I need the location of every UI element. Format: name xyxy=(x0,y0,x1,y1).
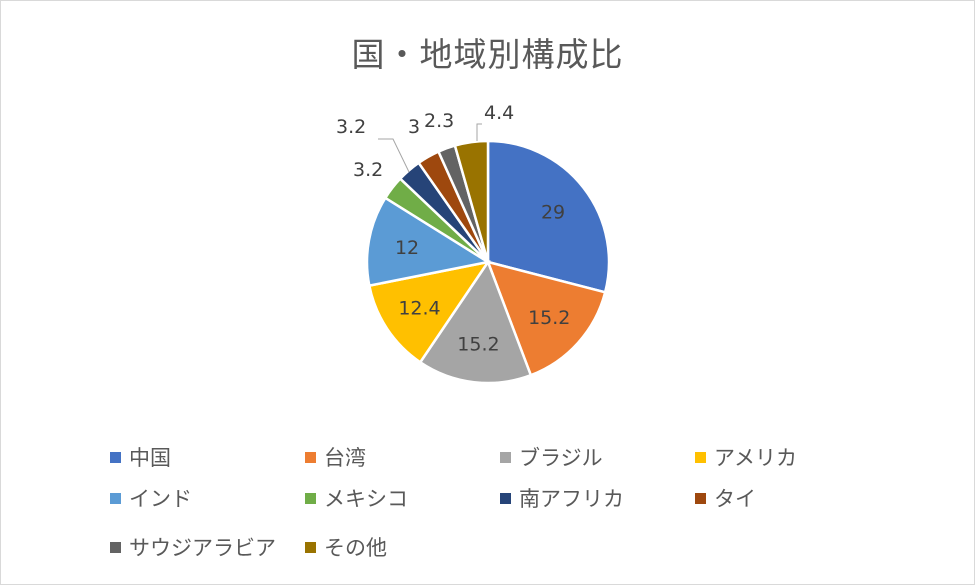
legend-label-8: サウジアラビア xyxy=(129,536,276,560)
legend-item-0: 中国 xyxy=(110,442,171,472)
slice-data-label-4: 12 xyxy=(395,237,419,259)
legend-swatch-2 xyxy=(500,451,511,463)
legend-label-3: アメリカ xyxy=(714,446,797,470)
slice-data-label-8: 2.3 xyxy=(424,110,454,132)
slice-data-label-3: 12.4 xyxy=(398,298,440,320)
legend-swatch-4 xyxy=(110,492,121,504)
slice-data-label-1: 15.2 xyxy=(528,307,570,329)
legend-swatch-3 xyxy=(695,451,706,463)
chart-title: 国・地域別構成比 xyxy=(351,35,624,74)
legend-item-1: 台湾 xyxy=(305,442,366,472)
legend-label-7: タイ xyxy=(714,487,756,511)
legend-swatch-5 xyxy=(305,492,316,504)
pie-slice-4 xyxy=(365,196,492,288)
legend-swatch-6 xyxy=(500,492,511,504)
legend-label-4: インド xyxy=(129,487,192,511)
legend-item-6: 南アフリカ xyxy=(500,483,624,513)
legend-swatch-9 xyxy=(305,541,316,553)
leader-line-6 xyxy=(378,138,410,173)
legend-label-9: その他 xyxy=(324,536,387,560)
leader-line-9 xyxy=(476,123,482,141)
slice-data-label-9: 4.4 xyxy=(484,102,514,124)
slice-data-label-7: 3 xyxy=(408,116,420,138)
legend-item-9: その他 xyxy=(305,532,387,562)
legend-swatch-7 xyxy=(695,492,706,504)
pie-slice-3 xyxy=(367,260,491,364)
legend-label-2: ブラジル xyxy=(519,446,603,470)
pie-slice-2 xyxy=(418,259,533,385)
legend-label-5: メキシコ xyxy=(324,487,408,511)
legend-item-4: インド xyxy=(110,483,192,513)
pie-slice-1 xyxy=(485,260,607,377)
legend-item-5: メキシコ xyxy=(305,483,408,513)
pie-slice-0 xyxy=(486,139,611,294)
legend-item-7: タイ xyxy=(695,483,756,513)
pie-slice-9 xyxy=(453,139,490,263)
legend-swatch-1 xyxy=(305,451,316,463)
legend-swatch-0 xyxy=(110,451,121,463)
legend-item-3: アメリカ xyxy=(695,442,797,472)
legend-item-8: サウジアラビア xyxy=(110,532,276,562)
slice-data-label-0: 29 xyxy=(541,202,565,224)
legend-swatch-8 xyxy=(110,541,121,553)
legend-item-2: ブラジル xyxy=(500,442,603,472)
legend-label-0: 中国 xyxy=(129,446,171,470)
legend-label-1: 台湾 xyxy=(324,446,366,470)
slice-data-label-5: 3.2 xyxy=(353,159,383,181)
legend-label-6: 南アフリカ xyxy=(519,487,624,511)
slice-data-label-6: 3.2 xyxy=(336,116,366,138)
slice-data-label-2: 15.2 xyxy=(457,334,499,356)
